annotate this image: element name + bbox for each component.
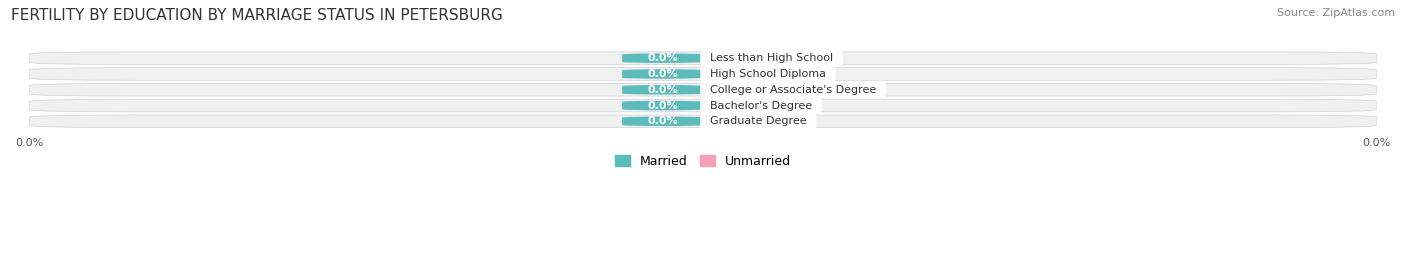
FancyBboxPatch shape	[30, 115, 1376, 128]
FancyBboxPatch shape	[621, 69, 703, 79]
FancyBboxPatch shape	[621, 54, 703, 63]
Text: 0.0%: 0.0%	[728, 53, 759, 63]
FancyBboxPatch shape	[621, 117, 703, 126]
Text: College or Associate's Degree: College or Associate's Degree	[703, 85, 883, 95]
FancyBboxPatch shape	[703, 85, 785, 95]
Text: Source: ZipAtlas.com: Source: ZipAtlas.com	[1277, 8, 1395, 18]
Text: High School Diploma: High School Diploma	[703, 69, 832, 79]
FancyBboxPatch shape	[30, 83, 1376, 96]
Text: 0.0%: 0.0%	[728, 69, 759, 79]
Text: 0.0%: 0.0%	[647, 100, 678, 110]
Text: 0.0%: 0.0%	[728, 85, 759, 95]
Text: 0.0%: 0.0%	[647, 85, 678, 95]
FancyBboxPatch shape	[703, 54, 785, 63]
Text: 0.0%: 0.0%	[647, 69, 678, 79]
Text: FERTILITY BY EDUCATION BY MARRIAGE STATUS IN PETERSBURG: FERTILITY BY EDUCATION BY MARRIAGE STATU…	[11, 8, 503, 23]
FancyBboxPatch shape	[30, 52, 1376, 65]
Text: 0.0%: 0.0%	[647, 116, 678, 126]
Text: 0.0%: 0.0%	[728, 100, 759, 110]
FancyBboxPatch shape	[703, 117, 785, 126]
Text: 0.0%: 0.0%	[728, 116, 759, 126]
FancyBboxPatch shape	[30, 68, 1376, 80]
Text: 0.0%: 0.0%	[647, 53, 678, 63]
FancyBboxPatch shape	[703, 101, 785, 110]
Legend: Married, Unmarried: Married, Unmarried	[610, 150, 796, 173]
Text: Bachelor's Degree: Bachelor's Degree	[703, 100, 820, 110]
FancyBboxPatch shape	[621, 101, 703, 110]
FancyBboxPatch shape	[703, 69, 785, 79]
FancyBboxPatch shape	[621, 85, 703, 95]
FancyBboxPatch shape	[30, 99, 1376, 112]
Text: Less than High School: Less than High School	[703, 53, 841, 63]
Text: Graduate Degree: Graduate Degree	[703, 116, 814, 126]
